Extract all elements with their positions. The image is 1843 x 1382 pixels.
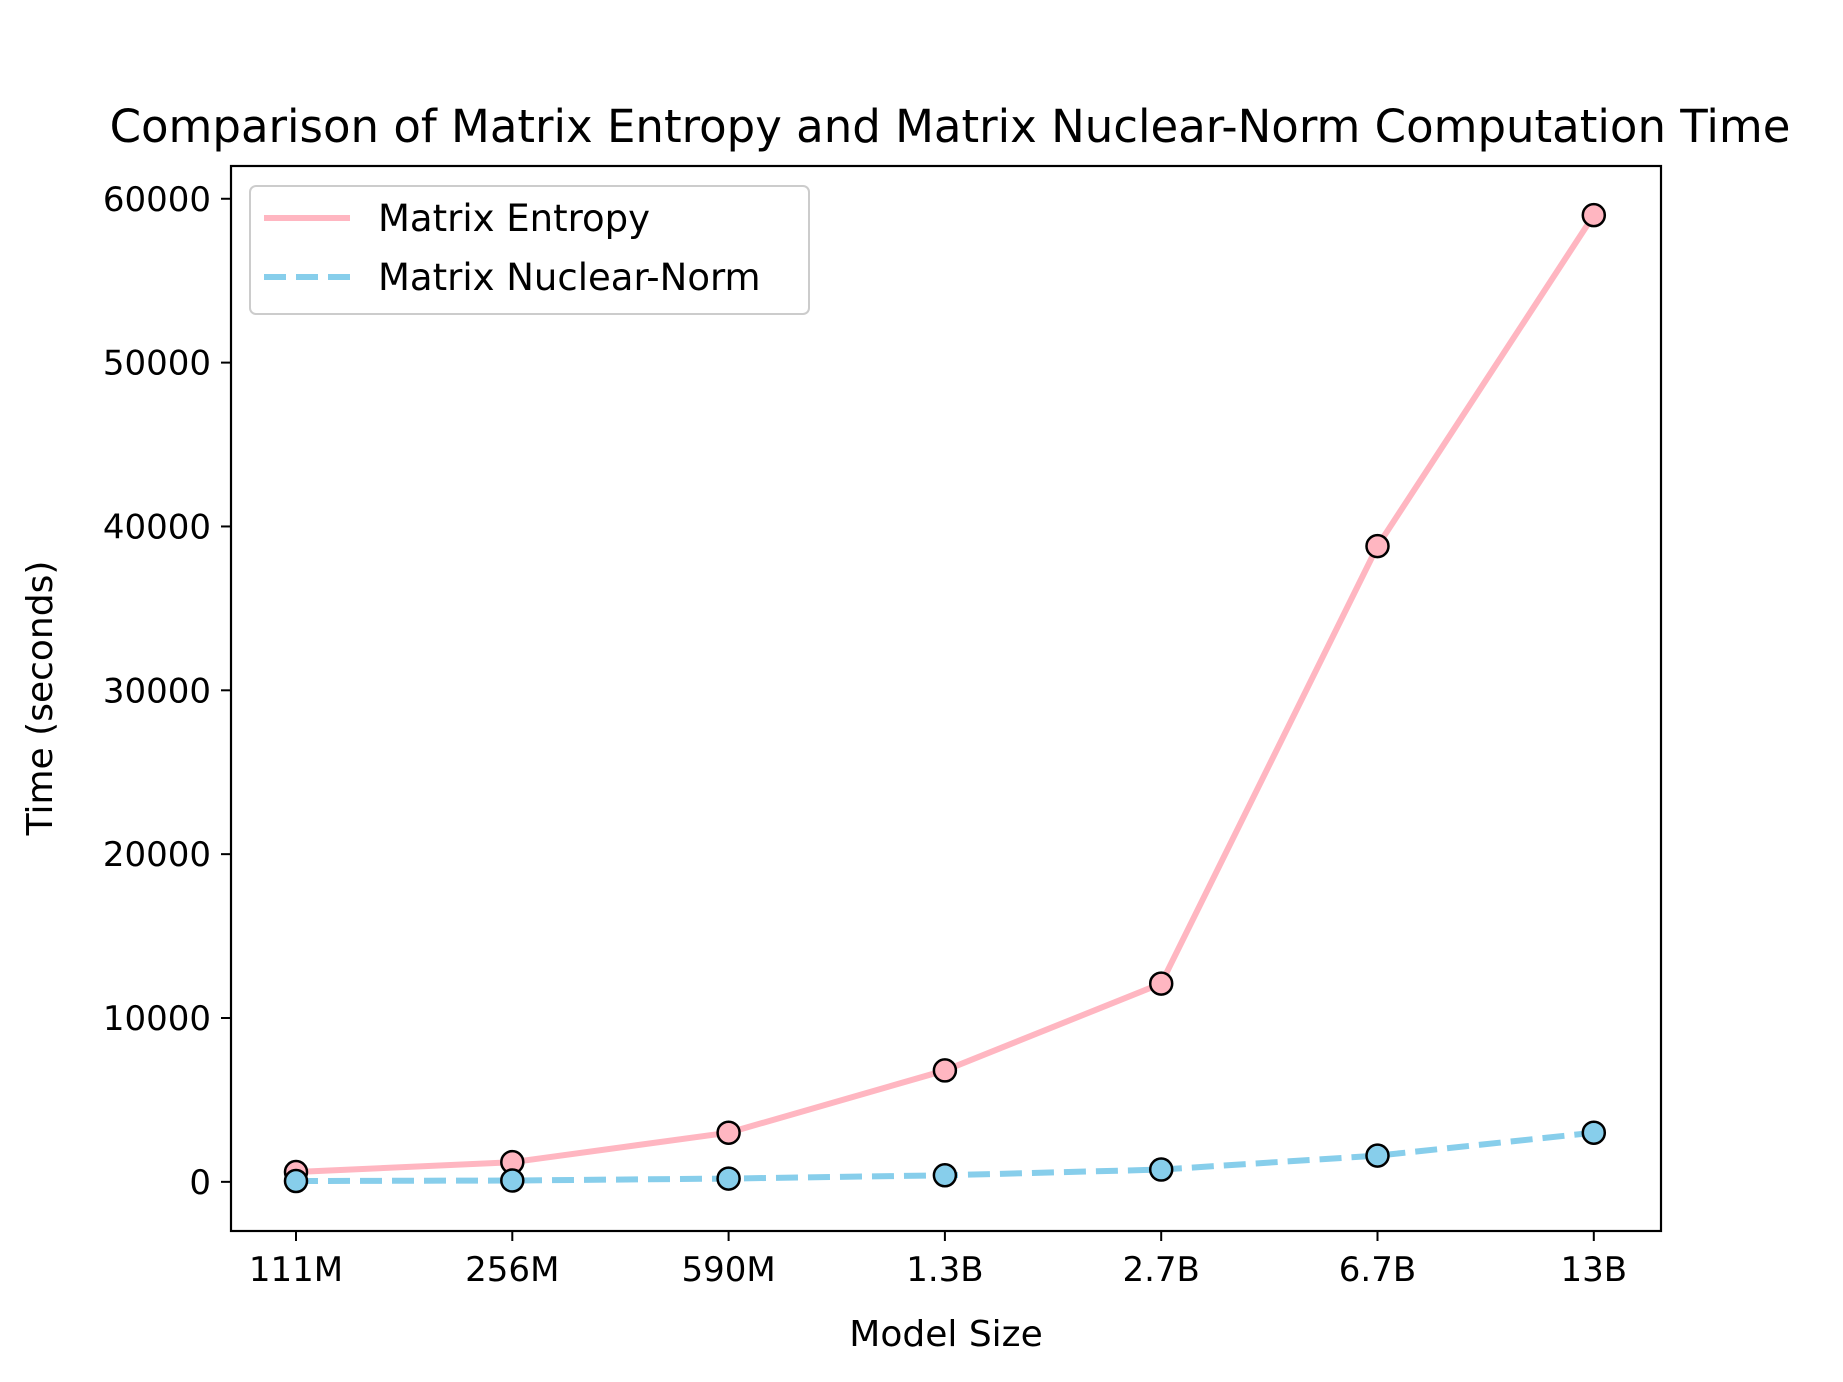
y-tick-label: 50000 (103, 344, 211, 384)
data-point-matrix-nuclear-norm (1581, 1120, 1607, 1145)
x-axis-label: Model Size (849, 1314, 1042, 1355)
y-axis: 0 10000 20000 30000 40000 50000 60000 (103, 180, 231, 1203)
data-point-matrix-nuclear-norm (932, 1163, 958, 1188)
data-point-matrix-entropy (1148, 971, 1174, 996)
data-point-matrix-entropy (932, 1058, 958, 1083)
data-point-matrix-nuclear-norm (1148, 1157, 1174, 1182)
data-point-matrix-nuclear-norm (500, 1168, 525, 1193)
y-tick-label: 30000 (103, 671, 211, 711)
x-tick-label: 2.7B (1122, 1250, 1199, 1290)
data-point-matrix-entropy (716, 1120, 741, 1145)
x-tick-label: 1.3B (906, 1250, 983, 1290)
x-tick-label: 256M (465, 1250, 559, 1290)
plot-series (283, 202, 1607, 1194)
chart-title: Comparison of Matrix Entropy and Matrix … (110, 100, 1791, 153)
y-tick-label: 10000 (103, 999, 211, 1039)
legend-box (249, 185, 810, 315)
y-tick-label: 60000 (103, 180, 211, 220)
y-tick-label: 20000 (103, 835, 211, 875)
y-tick-label: 0 (189, 1163, 211, 1203)
plot-frame (229, 164, 1663, 1233)
legend: Matrix Entropy Matrix Nuclear-Norm (249, 185, 810, 315)
data-point-matrix-nuclear-norm (716, 1166, 741, 1191)
data-point-matrix-entropy (1581, 202, 1607, 228)
y-axis-label: Time (seconds) (20, 561, 61, 837)
series-line-matrix-entropy (295, 213, 1597, 1176)
legend-label-matrix-entropy: Matrix Entropy (378, 197, 650, 240)
x-tick-label: 590M (681, 1250, 775, 1290)
legend-label-matrix-nuclear-norm: Matrix Nuclear-Norm (378, 256, 761, 299)
data-point-matrix-entropy (1365, 533, 1390, 559)
x-tick-label: 6.7B (1339, 1250, 1416, 1290)
y-tick-label: 40000 (103, 507, 211, 547)
x-axis: 111M 256M 590M 1.3B 2.7B 6.7B 13B (249, 1231, 1627, 1290)
x-tick-label: 111M (249, 1250, 343, 1290)
x-tick-label: 13B (1561, 1250, 1628, 1290)
data-point-matrix-nuclear-norm (1365, 1143, 1390, 1168)
data-point-matrix-nuclear-norm (283, 1168, 309, 1194)
